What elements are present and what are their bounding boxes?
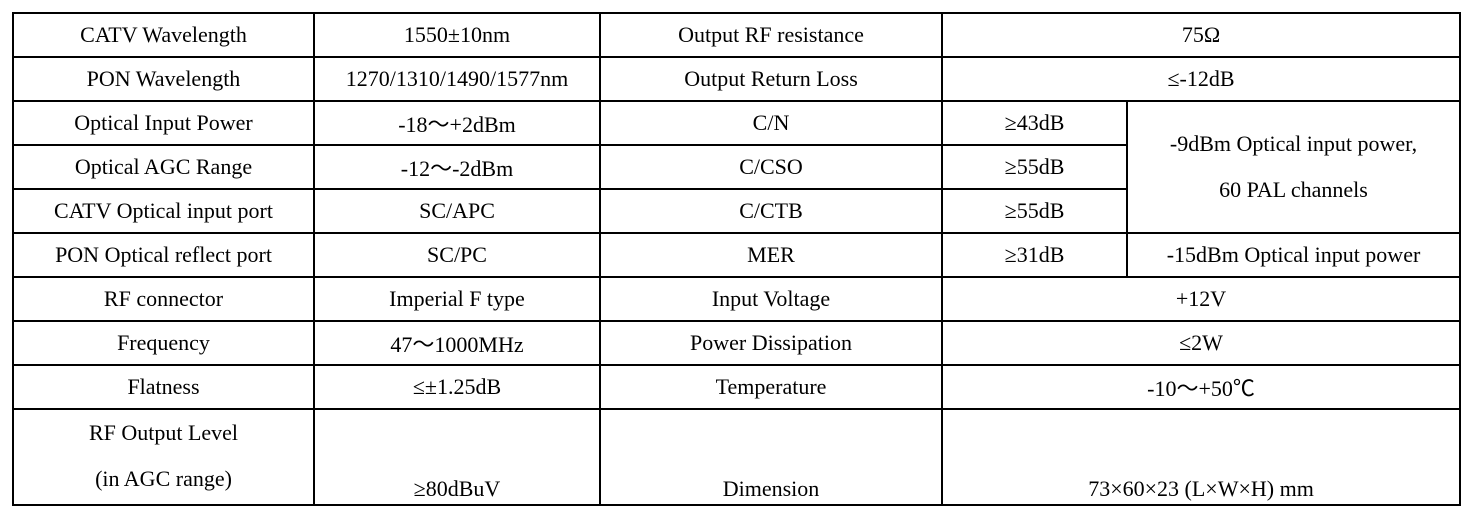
cell: Flatness (12, 364, 315, 410)
cell: Output Return Loss (599, 56, 943, 102)
cell: -12～-2dBm (313, 144, 601, 190)
cell: +12V (940, 276, 1462, 322)
cell: Power Dissipation (599, 320, 943, 366)
cell: 73×60×23 (L×W×H) mm (940, 408, 1462, 506)
cell: -18～+2dBm (313, 100, 601, 146)
cell: -9dBm Optical input power, 60 PAL channel… (1125, 100, 1462, 234)
cell: Output RF resistance (599, 12, 943, 58)
cell: 75Ω (940, 12, 1462, 58)
cell: ≤2W (940, 320, 1462, 366)
cell: 47～1000MHz (313, 320, 601, 366)
cell: ≥55dB (941, 188, 1128, 234)
cell: RF Output Level (in AGC range) (12, 408, 315, 506)
cell-line: RF Output Level (88, 420, 239, 445)
cell: SC/APC (313, 188, 601, 234)
cell: CATV Optical input port (12, 188, 315, 234)
cell: ≥43dB (941, 100, 1128, 146)
cell: C/CSO (599, 144, 943, 190)
cell: PON Wavelength (12, 56, 315, 102)
cell: 1270/1310/1490/1577nm (313, 56, 601, 102)
cell: ≤±1.25dB (313, 364, 601, 410)
cell: RF connector (12, 276, 315, 322)
cell: 1550±10nm (313, 12, 601, 58)
cell: -10～+50℃ (940, 364, 1462, 410)
cell: Optical AGC Range (12, 144, 315, 190)
cell: CATV Wavelength (12, 12, 315, 58)
cell: Dimension (599, 408, 943, 506)
cell-line: (in AGC range) (95, 466, 232, 491)
cell: ≥80dBuV (313, 408, 601, 506)
cell: C/CTB (599, 188, 943, 234)
cell: ≥55dB (941, 144, 1128, 190)
cell: ≥31dB (941, 232, 1128, 278)
cell: SC/PC (313, 232, 601, 278)
cell: Frequency (12, 320, 315, 366)
cell: Optical Input Power (12, 100, 315, 146)
cell-line: -9dBm Optical input power, (1169, 131, 1418, 156)
spec-table: CATV Wavelength 1550±10nm Output RF resist… (12, 12, 1462, 506)
cell: -15dBm Optical input power (1125, 232, 1462, 278)
cell: C/N (599, 100, 943, 146)
cell: Imperial F type (313, 276, 601, 322)
cell-line: 60 PAL channels (1219, 177, 1368, 202)
cell: PON Optical reflect port (12, 232, 315, 278)
cell: Input Voltage (599, 276, 943, 322)
cell: ≤-12dB (940, 56, 1462, 102)
cell: MER (599, 232, 943, 278)
cell: Temperature (599, 364, 943, 410)
